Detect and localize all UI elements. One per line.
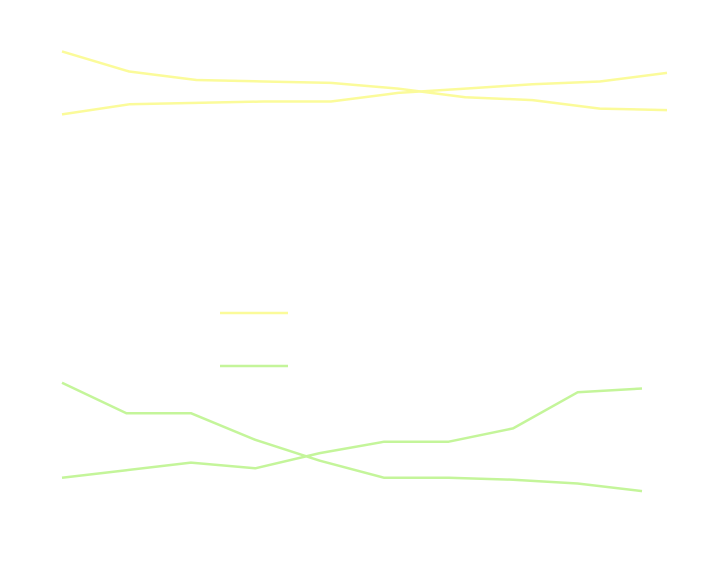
top-series-2-line [61,71,668,116]
top-panel [61,50,668,116]
bottom-series-1-line [61,381,643,493]
bottom-panel [61,381,643,493]
top-series-1-line [61,50,668,112]
bottom-series-2-line [61,387,643,480]
legend [220,311,288,368]
